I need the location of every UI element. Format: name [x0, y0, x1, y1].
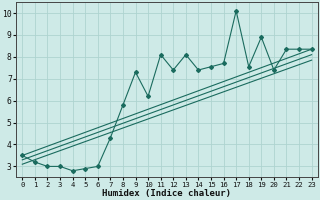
X-axis label: Humidex (Indice chaleur): Humidex (Indice chaleur) [102, 189, 231, 198]
